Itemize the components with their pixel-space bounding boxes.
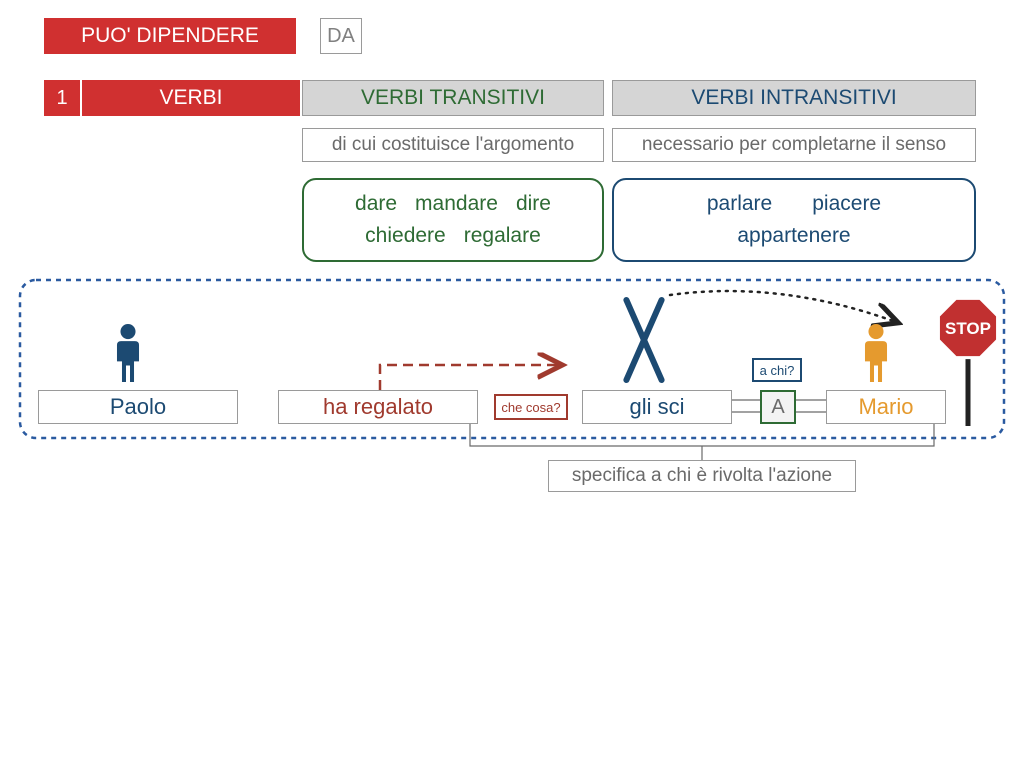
a-box: A <box>760 390 796 424</box>
gli-sci-box: gli sci <box>582 390 732 424</box>
ha-regalato-box: ha regalato <box>278 390 478 424</box>
mario-box: Mario <box>826 390 946 424</box>
paolo-box: Paolo <box>38 390 238 424</box>
specifica-label: specifica a chi è rivolta l'azione <box>548 460 856 492</box>
diagram-canvas: STOP <box>0 0 1024 768</box>
a-chi-box: a chi? <box>752 358 802 382</box>
svg-text:STOP: STOP <box>945 319 991 338</box>
che-cosa-box: che cosa? <box>494 394 568 420</box>
